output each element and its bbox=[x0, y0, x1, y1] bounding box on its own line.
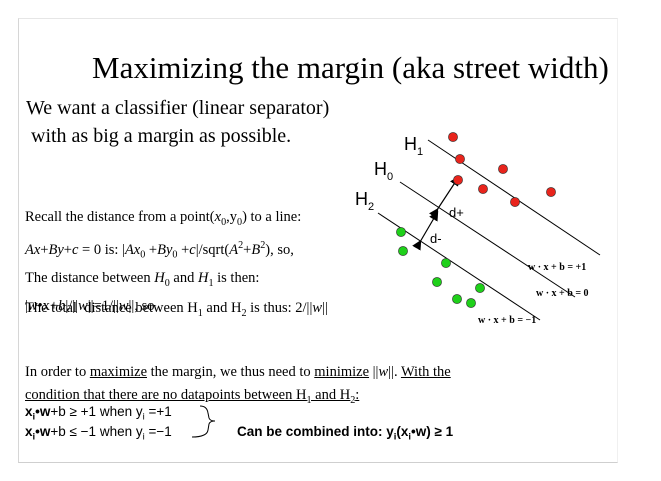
red-point bbox=[448, 132, 458, 142]
red-point bbox=[546, 187, 556, 197]
green-point bbox=[432, 277, 442, 287]
red-point bbox=[510, 197, 520, 207]
label-d-minus: d- bbox=[430, 231, 442, 246]
recall-line-2: Ax+By+c = 0 is: |Ax0 +By0 +c|/sqrt(A2+B2… bbox=[25, 239, 294, 261]
green-point bbox=[452, 294, 462, 304]
d-minus-arrow bbox=[412, 210, 439, 251]
red-point bbox=[453, 175, 463, 185]
red-point bbox=[498, 164, 508, 174]
constraint-negative: xi•w+b ≤ −1 when yi =−1 bbox=[25, 424, 172, 443]
green-point bbox=[396, 227, 406, 237]
label-d-plus: d+ bbox=[449, 205, 464, 220]
intro-line-1: We want a classifier (linear separator) bbox=[26, 97, 330, 119]
constraint-positive: xi•w+b ≥ +1 when yi =+1 bbox=[25, 404, 172, 423]
maximize-paragraph: In order to maximize the margin, we thus… bbox=[25, 361, 451, 412]
green-point bbox=[475, 283, 485, 293]
label-h0: H0 bbox=[374, 159, 393, 183]
eq-plus-label: w · x + b = +1 bbox=[528, 262, 586, 273]
label-h1: H1 bbox=[404, 134, 423, 158]
maximize-line-2: condition that there are no datapoints b… bbox=[25, 387, 360, 406]
slide-border bbox=[18, 18, 618, 463]
eq-zero-label: w · x + b = 0 bbox=[536, 288, 589, 299]
intro-text: We want a classifier (linear separator) … bbox=[26, 94, 329, 150]
green-point bbox=[466, 298, 476, 308]
recall-paragraph: Recall the distance from a point(x0,y0) … bbox=[25, 206, 301, 318]
positive-points bbox=[448, 132, 556, 207]
brace-connector bbox=[191, 405, 216, 438]
margin-diagram: H1 H0 H2 d+ d- w · x + b = +1 w · x + b … bbox=[355, 132, 601, 326]
recall-line-3: The distance between H0 and H1 is then: bbox=[25, 269, 260, 289]
combined-constraint: Can be combined into: yi(xi•w) ≥ 1 bbox=[237, 424, 454, 443]
green-point bbox=[441, 258, 451, 268]
hyperplane-h0 bbox=[399, 181, 576, 298]
green-point bbox=[398, 246, 408, 256]
red-point bbox=[455, 154, 465, 164]
total-distance-line: The total distance between H1 and H2 is … bbox=[25, 300, 328, 319]
eq-minus-label: w · x + b = −1 bbox=[478, 315, 536, 326]
slide-title: Maximizing the margin (aka street width) bbox=[92, 50, 609, 85]
red-point bbox=[478, 184, 488, 194]
recall-line-1: Recall the distance from a point(x0,y0) … bbox=[25, 209, 302, 228]
recall-line-4: |w•x+b|/||w||=1/||w||, so bbox=[25, 297, 155, 314]
intro-line-2: with as big a margin as possible. bbox=[26, 125, 292, 147]
negative-points bbox=[396, 227, 485, 308]
label-h2: H2 bbox=[355, 189, 374, 213]
maximize-line-1: In order to maximize the margin, we thus… bbox=[25, 364, 451, 380]
